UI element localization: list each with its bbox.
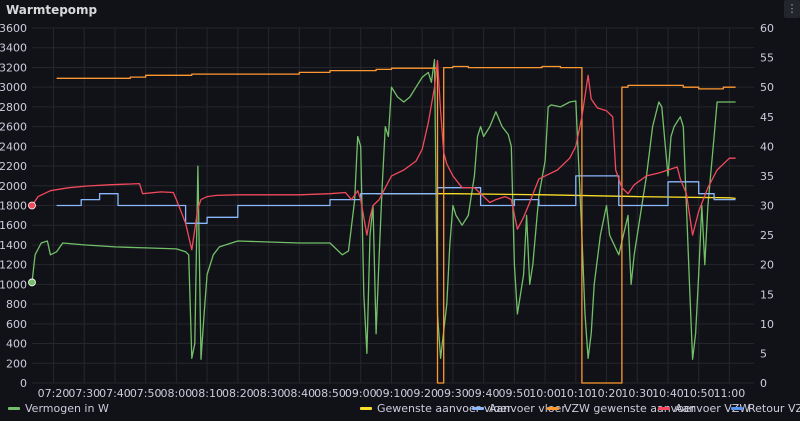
x-tick-label: 09:20 (406, 387, 438, 400)
y-right-tick-label: 5 (760, 347, 767, 360)
y-left-tick-label: 2800 (0, 101, 27, 114)
y-left-tick-label: 2400 (0, 140, 27, 153)
y-left-tick-label: 800 (6, 298, 27, 311)
legend-swatch (731, 407, 743, 410)
legend-label[interactable]: Retour VZW (748, 402, 800, 415)
y-right-tick-label: 20 (760, 259, 774, 272)
series-start-point[interactable] (28, 201, 36, 210)
legend-label[interactable]: Aanvoer VZW (675, 402, 750, 415)
y-left-axis: 0 200 400 600 800 1000 1200 1400 1600 1800 2000 220… (0, 22, 27, 390)
x-tick-label: 10:50 (683, 387, 715, 400)
y-left-tick-label: 0 (20, 377, 27, 390)
x-tick-label: 08:00 (161, 387, 193, 400)
legend-swatch (658, 407, 670, 410)
x-tick-label: 10:10 (560, 387, 592, 400)
series-line-aanvoer-vloer (56, 175, 736, 224)
legend-label[interactable]: Vermogen in W (25, 402, 109, 415)
y-left-tick-label: 2600 (0, 121, 27, 134)
x-tick-label: 08:50 (314, 387, 346, 400)
legend: Vermogen in W Gewenste aanvoer vloerAanvo… (8, 402, 800, 415)
y-left-tick-label: 1000 (0, 278, 27, 291)
y-left-tick-label: 3000 (0, 81, 27, 94)
y-left-tick-label: 2200 (0, 160, 27, 173)
legend-label[interactable]: Aanvoer vloer (489, 402, 566, 415)
kebab-menu-icon[interactable]: ⋮ (784, 0, 800, 18)
legend-swatch (8, 407, 20, 410)
x-tick-label: 08:20 (222, 387, 254, 400)
x-tick-label: 09:10 (376, 387, 408, 400)
legend-swatch (360, 407, 372, 410)
y-right-axis: 0 5 10 15 20 25 30 35 40 45 50 55 60 (760, 22, 774, 390)
x-tick-label: 07:20 (38, 387, 70, 400)
series-line-gewenste-aanvoer-vloer (376, 193, 736, 200)
x-tick-label: 10:00 (529, 387, 561, 400)
y-right-tick-label: 45 (760, 111, 774, 124)
y-right-tick-label: 25 (760, 229, 774, 242)
y-left-tick-label: 3400 (0, 42, 27, 55)
y-left-tick-label: 2000 (0, 180, 27, 193)
x-tick-label: 08:40 (283, 387, 315, 400)
series-line-vzw-gewenste-aanvoer (56, 65, 736, 384)
x-tick-label: 08:30 (253, 387, 285, 400)
legend-swatch (547, 407, 559, 410)
legend-label[interactable]: VZW gewenste aanvoer (564, 402, 696, 415)
y-right-tick-label: 15 (760, 288, 774, 301)
x-tick-label: 10:40 (652, 387, 684, 400)
legend-swatch (472, 407, 484, 410)
x-tick-label: 11:00 (714, 387, 746, 400)
y-right-tick-label: 50 (760, 81, 774, 94)
x-tick-label: 07:50 (130, 387, 162, 400)
y-right-tick-label: 40 (760, 140, 774, 153)
panel-title: Warmtepomp (6, 3, 98, 17)
y-left-tick-label: 1800 (0, 200, 27, 213)
y-right-tick-label: 60 (760, 22, 774, 35)
x-tick-label: 09:50 (499, 387, 531, 400)
y-left-tick-label: 3200 (0, 61, 27, 74)
y-left-tick-label: 1400 (0, 239, 27, 252)
y-right-tick-label: 0 (760, 377, 767, 390)
y-left-tick-label: 1200 (0, 259, 27, 272)
legend-label[interactable]: Gewenste aanvoer vloer (377, 402, 512, 415)
x-tick-label: 09:40 (468, 387, 500, 400)
y-right-tick-label: 35 (760, 170, 774, 183)
x-tick-label: 07:30 (68, 387, 100, 400)
x-tick-label: 10:20 (591, 387, 623, 400)
series-start-point[interactable] (28, 278, 36, 287)
x-axis: 07:20 07:30 07:40 07:50 08:00 08:10 08:20 08:30… (38, 387, 746, 400)
series-layer (28, 58, 736, 384)
series-line-vermogen-in-w (31, 58, 736, 360)
y-left-tick-label: 400 (6, 338, 27, 351)
panel-header: Warmtepomp ⋮ (0, 0, 800, 22)
y-left-tick-label: 600 (6, 318, 27, 331)
y-left-tick-label: 200 (6, 357, 27, 370)
y-left-tick-label: 1600 (0, 219, 27, 232)
x-tick-label: 07:40 (99, 387, 131, 400)
series-line-aanvoer-vzw (31, 59, 736, 251)
x-tick-label: 09:00 (345, 387, 377, 400)
y-left-tick-label: 3600 (0, 22, 27, 35)
y-right-tick-label: 55 (760, 52, 774, 65)
x-tick-label: 10:30 (621, 387, 653, 400)
y-right-tick-label: 10 (760, 318, 774, 331)
x-tick-label: 08:10 (191, 387, 223, 400)
x-tick-label: 09:30 (437, 387, 469, 400)
y-right-tick-label: 30 (760, 200, 774, 213)
